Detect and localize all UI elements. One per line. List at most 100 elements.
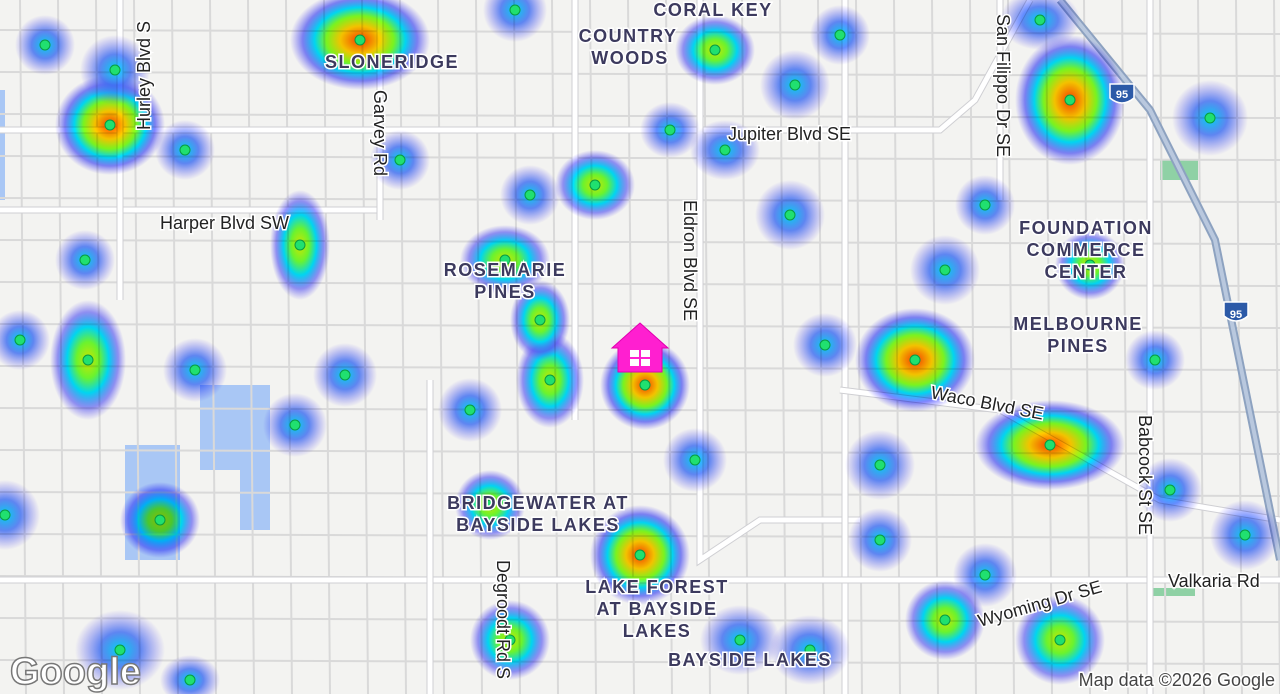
place-label: MELBOURNE (1013, 314, 1143, 334)
place-label: LAKES (623, 621, 692, 641)
point (504, 634, 516, 646)
road (437, 0, 445, 694)
place-label: CORAL KEY (653, 0, 772, 20)
place-label: COUNTRY (579, 26, 678, 46)
point (289, 419, 301, 431)
points (0, 4, 1251, 686)
street-label: San Filippo Dr SE (993, 14, 1013, 157)
point (979, 199, 991, 211)
point (499, 254, 511, 266)
place-label: FOUNDATION (1019, 218, 1153, 238)
road (475, 0, 483, 694)
point (189, 364, 201, 376)
place-label: LAKE FOREST (585, 577, 729, 597)
point (874, 459, 886, 471)
highway-shield: 95 (1109, 83, 1135, 104)
point (339, 369, 351, 381)
street-label: Garvey Rd (370, 90, 390, 176)
road (323, 0, 331, 694)
point (1084, 259, 1096, 271)
place-label: CENTER (1044, 262, 1127, 282)
point (1149, 354, 1161, 366)
shield-label: 95 (1230, 309, 1242, 321)
road (741, 0, 749, 694)
place-label: SLONERIDGE (325, 52, 459, 72)
point (39, 39, 51, 51)
point (394, 154, 406, 166)
point (509, 4, 521, 16)
point (909, 354, 921, 366)
point (939, 264, 951, 276)
point (819, 339, 831, 351)
point (789, 79, 801, 91)
point (154, 514, 166, 526)
point (734, 634, 746, 646)
place-label: PINES (474, 282, 536, 302)
point (834, 29, 846, 41)
point (589, 179, 601, 191)
point (689, 454, 701, 466)
heat-blob (483, 0, 547, 42)
street-label: Babcock St SE (1135, 415, 1155, 535)
street-label: Eldron Blvd SE (680, 200, 700, 321)
home-marker (610, 322, 670, 373)
point (639, 379, 651, 391)
point (534, 314, 546, 326)
place-label: WOODS (591, 48, 669, 68)
water (0, 90, 270, 560)
point (484, 499, 496, 511)
street-label: Harper Blvd SW (160, 213, 289, 233)
point (109, 64, 121, 76)
point (1054, 634, 1066, 646)
point (524, 189, 536, 201)
attribution: Map data ©2026 Google (1079, 670, 1275, 690)
road (285, 0, 293, 694)
point (114, 644, 126, 656)
point (874, 534, 886, 546)
place-label: BAYSIDE LAKES (456, 515, 620, 535)
road (399, 0, 407, 694)
street-label: Jupiter Blvd SE (728, 124, 851, 144)
point (939, 614, 951, 626)
point (179, 144, 191, 156)
point (104, 119, 116, 131)
point (719, 144, 731, 156)
point (1044, 439, 1056, 451)
point (1239, 529, 1251, 541)
street-label: Degroodt Rd S (493, 560, 513, 679)
point (709, 44, 721, 56)
logo: Google (10, 651, 141, 693)
place-label: ROSEMARIE (444, 260, 567, 280)
street-label: Hurley Blvd S (134, 21, 154, 130)
point (979, 569, 991, 581)
point (1034, 14, 1046, 26)
point (354, 34, 366, 46)
place-label: COMMERCE (1027, 240, 1146, 260)
road (247, 0, 255, 694)
point (804, 644, 816, 656)
street-label: Waco Blvd SE (929, 382, 1045, 423)
street-label: Valkaria Rd (1168, 571, 1260, 591)
point (0, 509, 11, 521)
point (184, 674, 196, 686)
point (1064, 94, 1076, 106)
road (1273, 0, 1280, 694)
point (544, 374, 556, 386)
highway-shield: 95 (1223, 301, 1249, 322)
road (0, 197, 1280, 203)
shield-label: 95 (1116, 89, 1128, 101)
point (1204, 112, 1216, 124)
point (82, 354, 94, 366)
point (14, 334, 26, 346)
point (1164, 484, 1176, 496)
point (79, 254, 91, 266)
point (664, 124, 676, 136)
point (294, 239, 306, 251)
major-road (697, 0, 860, 565)
place-label: BRIDGEWATER AT (447, 493, 629, 513)
place-label: BAYSIDE LAKES (668, 650, 832, 670)
road (0, 491, 1280, 497)
heat-blob (0, 480, 40, 550)
road (361, 0, 369, 694)
